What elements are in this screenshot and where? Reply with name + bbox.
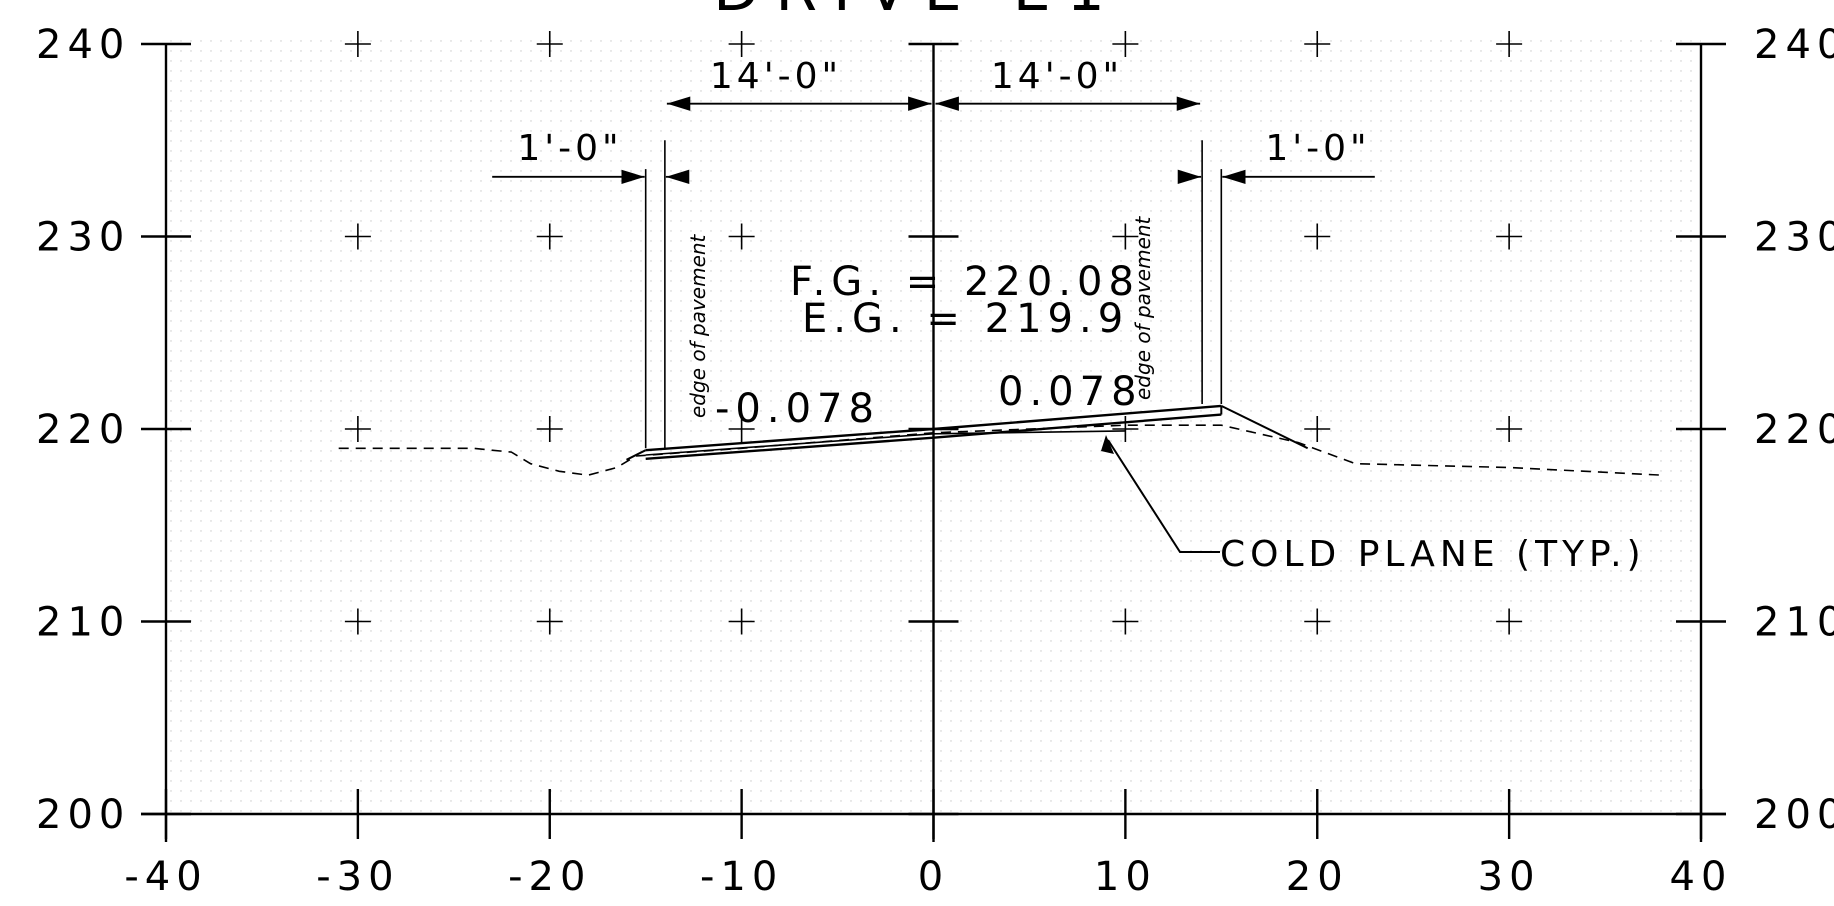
- y-tick-label-right: 240: [1754, 22, 1834, 68]
- x-axis-labels: -40 -30 -20 -10 0 10 20 30 40: [124, 854, 1733, 900]
- cold-plane-leader: [1107, 439, 1220, 553]
- x-tick-label: -20: [508, 854, 591, 900]
- x-tick-label: -30: [316, 854, 399, 900]
- y-tick-label-right: 230: [1754, 215, 1834, 261]
- existing-grade-label: E.G. = 219.9: [802, 296, 1129, 342]
- x-tick-label: 0: [918, 854, 949, 900]
- finished-grade-surface: [645, 404, 1222, 452]
- drawing-title: DRIVE E1: [713, 0, 1121, 25]
- y-tick-label-left: 210: [36, 600, 130, 646]
- y-tick-label-left: 200: [36, 792, 130, 838]
- edge-of-pavement-right-note: edge of pavement: [1131, 215, 1155, 400]
- dim-shoulder-left: 1'-0": [517, 128, 622, 169]
- x-tick-label: 20: [1286, 854, 1349, 900]
- pavement-section: [626, 404, 1309, 461]
- slope-left-label: -0.078: [715, 386, 880, 432]
- pavement-bottom: [645, 413, 1222, 461]
- x-tick-label: 30: [1478, 854, 1541, 900]
- dim-lane-right: 14'-0": [991, 56, 1123, 97]
- y-tick-label-left: 230: [36, 215, 130, 261]
- x-tick-label: 40: [1670, 854, 1733, 900]
- grid-crosses: [344, 31, 1523, 635]
- dim-lane-left: 14'-0": [710, 56, 842, 97]
- y-tick-label-right: 220: [1754, 407, 1834, 453]
- axis-ticks: [141, 42, 1726, 839]
- x-tick-label: 10: [1094, 854, 1157, 900]
- y-axis-labels-left: 200 210 220 230 240: [36, 22, 130, 838]
- cold-plane-leader-arrow: [1101, 435, 1114, 454]
- dimension-lines: [492, 96, 1375, 449]
- y-tick-label-left: 240: [36, 22, 130, 68]
- y-tick-label-right: 210: [1754, 600, 1834, 646]
- cold-plane-line: [645, 430, 1126, 456]
- finished-grade-label: F.G. = 220.08: [790, 259, 1140, 305]
- y-tick-label-right: 200: [1754, 792, 1834, 838]
- slope-right-label: 0.078: [998, 369, 1143, 415]
- right-foreslope: [1220, 405, 1309, 450]
- dim-shoulder-right: 1'-0": [1265, 128, 1370, 169]
- y-tick-label-left: 220: [36, 407, 130, 453]
- left-foreslope: [626, 449, 647, 461]
- y-axis-labels-right: 200 210 220 230 240: [1754, 22, 1834, 838]
- cold-plane-note: COLD PLANE (TYP.): [1220, 534, 1646, 575]
- edge-of-pavement-left-note: edge of pavement: [686, 233, 710, 418]
- x-tick-label: -40: [124, 854, 207, 900]
- x-tick-label: -10: [700, 854, 783, 900]
